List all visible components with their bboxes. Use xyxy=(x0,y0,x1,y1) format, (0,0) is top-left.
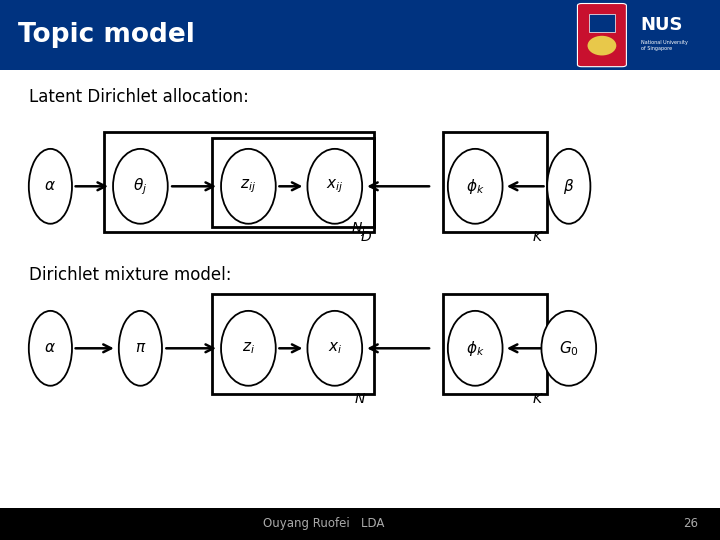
Ellipse shape xyxy=(547,149,590,224)
Text: $\alpha$: $\alpha$ xyxy=(45,179,56,193)
Ellipse shape xyxy=(307,149,362,224)
Text: Topic model: Topic model xyxy=(18,22,195,48)
Text: National University
of Singapore: National University of Singapore xyxy=(641,40,688,51)
Text: Dirichlet mixture model:: Dirichlet mixture model: xyxy=(29,266,231,285)
Text: $N_j$: $N_j$ xyxy=(351,221,366,239)
Ellipse shape xyxy=(29,149,72,224)
Ellipse shape xyxy=(448,311,503,386)
Ellipse shape xyxy=(541,311,596,386)
Bar xyxy=(212,294,374,394)
Text: $x_i$: $x_i$ xyxy=(328,340,342,356)
Text: $\beta$: $\beta$ xyxy=(563,177,575,196)
Bar xyxy=(104,132,374,232)
Text: $\alpha$: $\alpha$ xyxy=(45,341,56,355)
Ellipse shape xyxy=(448,149,503,224)
Text: $K$: $K$ xyxy=(531,230,544,244)
Ellipse shape xyxy=(221,311,276,386)
Text: NUS: NUS xyxy=(641,16,683,33)
Text: $N$: $N$ xyxy=(354,392,366,406)
Ellipse shape xyxy=(221,149,276,224)
Text: $z_i$: $z_i$ xyxy=(242,340,255,356)
Text: $\theta_j$: $\theta_j$ xyxy=(133,176,148,197)
Text: $K$: $K$ xyxy=(531,392,544,406)
Text: $\phi_k$: $\phi_k$ xyxy=(466,339,485,358)
Bar xyxy=(443,132,547,232)
Text: $x_{ij}$: $x_{ij}$ xyxy=(326,178,343,195)
Bar xyxy=(0,508,720,540)
Bar xyxy=(212,138,374,227)
Ellipse shape xyxy=(307,311,362,386)
Ellipse shape xyxy=(29,311,72,386)
Ellipse shape xyxy=(113,149,168,224)
Text: $\phi_k$: $\phi_k$ xyxy=(466,177,485,196)
Bar xyxy=(589,14,615,31)
Bar xyxy=(0,0,720,70)
Bar xyxy=(443,294,547,394)
Text: Latent Dirichlet allocation:: Latent Dirichlet allocation: xyxy=(29,88,248,106)
Ellipse shape xyxy=(588,36,616,56)
Text: 26: 26 xyxy=(683,517,698,530)
Text: $z_{ij}$: $z_{ij}$ xyxy=(240,178,256,195)
Text: $\pi$: $\pi$ xyxy=(135,341,146,355)
Text: $D$: $D$ xyxy=(360,230,372,244)
FancyBboxPatch shape xyxy=(577,3,626,66)
Ellipse shape xyxy=(119,311,162,386)
Text: $G_0$: $G_0$ xyxy=(559,339,579,357)
Text: Ouyang Ruofei   LDA: Ouyang Ruofei LDA xyxy=(264,517,384,530)
